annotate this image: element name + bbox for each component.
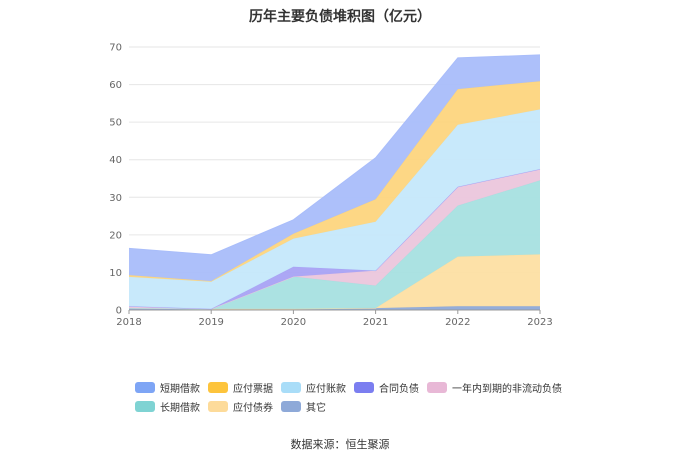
chart-title: 历年主要负债堆积图（亿元） — [249, 9, 431, 25]
x-tick-label: 2020 — [281, 317, 306, 328]
legend-item-accounts-payable[interactable]: 应付账款 — [281, 380, 346, 395]
axes: 0 10 20 30 40 50 60 70 2018 2019 2020 2021 2022 2023 — [109, 43, 552, 329]
legend-item-long-term-loans[interactable]: 长期借款 — [135, 399, 200, 414]
legend-item-contract-liabilities[interactable]: 合同负债 — [354, 380, 419, 395]
legend-row-2: 长期借款 应付债券 其它 — [135, 397, 575, 416]
legend-item-notes-payable[interactable]: 应付票据 — [208, 380, 273, 395]
legend-label: 应付票据 — [233, 384, 273, 395]
area-series — [129, 109, 540, 309]
data-source-note: 数据来源：恒生聚源 — [290, 438, 390, 451]
x-tick-label: 2021 — [363, 317, 388, 328]
legend-label: 长期借款 — [160, 403, 200, 414]
x-tick-label: 2023 — [527, 317, 552, 328]
y-tick-label: 50 — [109, 118, 122, 129]
legend-label: 一年内到期的非流动负债 — [452, 384, 562, 395]
y-tick-label: 20 — [109, 230, 122, 241]
legend-label: 合同负债 — [379, 384, 419, 395]
legend-swatch — [281, 401, 301, 412]
area-series — [129, 169, 540, 309]
legend: 短期借款 应付票据 应付账款 合同负债 一年内到期的非流动负债 长期借款 应付债… — [135, 378, 575, 416]
y-tick-label: 30 — [109, 193, 122, 204]
y-tick-label: 40 — [109, 155, 122, 166]
y-tick-label: 10 — [109, 268, 122, 279]
area-series — [129, 54, 540, 282]
legend-swatch — [208, 401, 228, 412]
x-tick-label: 2018 — [116, 317, 141, 328]
legend-swatch — [135, 401, 155, 412]
y-tick-label: 70 — [109, 43, 122, 54]
area-series-edge — [128, 54, 541, 256]
legend-label: 短期借款 — [160, 384, 200, 395]
legend-item-short-term-loans[interactable]: 短期借款 — [135, 380, 200, 395]
legend-swatch — [208, 382, 228, 393]
legend-label: 应付债券 — [233, 403, 273, 414]
area-series-edge — [128, 168, 541, 310]
stacked-area-chart: 0 10 20 30 40 50 60 70 2018 2019 2020 2021 2022 2023 — [109, 43, 552, 329]
legend-swatch — [354, 382, 374, 393]
legend-swatch — [281, 382, 301, 393]
legend-label: 其它 — [306, 403, 326, 414]
legend-swatch — [427, 382, 447, 393]
area-series — [129, 254, 540, 309]
legend-row-1: 短期借款 应付票据 应付账款 合同负债 一年内到期的非流动负债 — [135, 378, 575, 397]
x-tick-label: 2022 — [445, 317, 470, 328]
legend-item-bonds-payable[interactable]: 应付债券 — [208, 399, 273, 414]
legend-item-current-portion-noncurrent[interactable]: 一年内到期的非流动负债 — [427, 380, 562, 395]
legend-swatch — [135, 382, 155, 393]
x-tick-label: 2019 — [198, 317, 223, 328]
legend-item-other[interactable]: 其它 — [281, 399, 326, 414]
y-tick-label: 60 — [109, 80, 122, 91]
y-tick-label: 0 — [116, 306, 122, 317]
area-series — [129, 81, 540, 282]
legend-label: 应付账款 — [306, 384, 346, 395]
area-series-group — [128, 54, 541, 310]
